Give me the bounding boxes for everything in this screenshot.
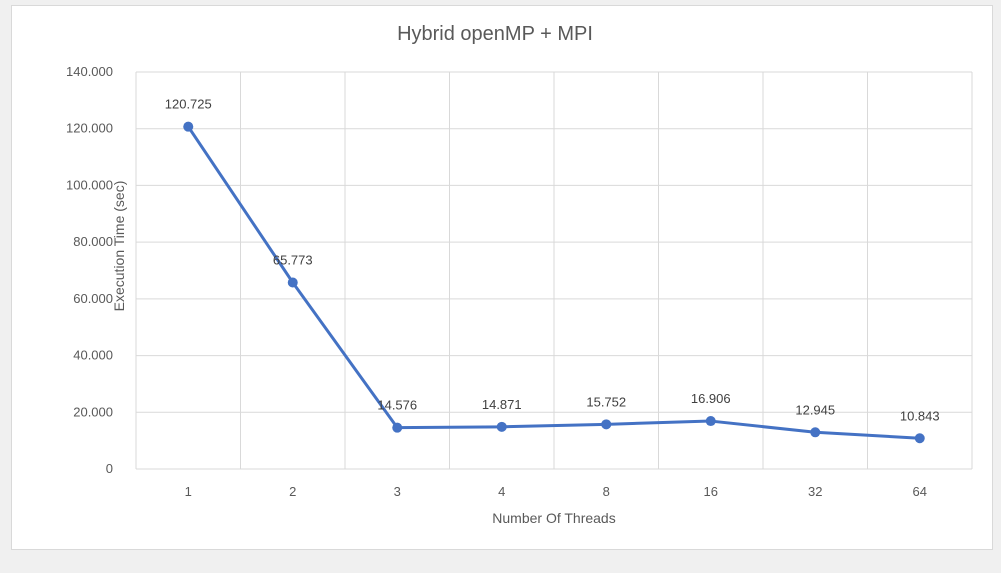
chart-area bbox=[11, 5, 993, 550]
x-tick-label: 64 bbox=[913, 484, 927, 499]
y-tick-label: 120.000 bbox=[66, 121, 113, 136]
y-tick-label: 60.000 bbox=[73, 291, 113, 306]
data-label: 65.773 bbox=[273, 252, 313, 267]
gridlines bbox=[135, 71, 973, 470]
data-label: 15.752 bbox=[586, 394, 626, 409]
data-label: 10.843 bbox=[900, 408, 940, 423]
data-point bbox=[705, 416, 716, 427]
x-tick-label: 32 bbox=[808, 484, 822, 499]
x-axis-ticks: 1 2 3 4 8 16 32 64 bbox=[185, 484, 927, 499]
x-tick-label: 3 bbox=[394, 484, 401, 499]
data-point bbox=[183, 121, 194, 132]
x-tick-label: 4 bbox=[498, 484, 505, 499]
y-tick-label: 140.000 bbox=[66, 64, 113, 79]
data-label: 14.871 bbox=[482, 397, 522, 412]
x-tick-label: 1 bbox=[185, 484, 192, 499]
data-label: 12.945 bbox=[795, 402, 835, 417]
data-label: 120.725 bbox=[165, 97, 212, 112]
data-point bbox=[914, 433, 925, 444]
x-tick-label: 8 bbox=[603, 484, 610, 499]
series-line bbox=[183, 121, 925, 444]
chart-title: Hybrid openMP + MPI bbox=[397, 23, 593, 45]
x-tick-label: 16 bbox=[704, 484, 718, 499]
y-tick-label: 20.000 bbox=[73, 404, 113, 419]
data-label: 14.576 bbox=[377, 398, 417, 413]
data-point bbox=[601, 419, 612, 430]
data-point bbox=[392, 422, 403, 433]
y-tick-label: 100.000 bbox=[66, 177, 113, 192]
x-axis-title: Number Of Threads bbox=[492, 510, 615, 526]
y-tick-label: 0 bbox=[106, 461, 113, 476]
x-tick-label: 2 bbox=[289, 484, 296, 499]
y-tick-label: 40.000 bbox=[73, 348, 113, 363]
data-label: 16.906 bbox=[691, 391, 731, 406]
data-point bbox=[810, 427, 821, 438]
data-point bbox=[287, 277, 298, 288]
y-axis-ticks: 0 20.000 40.000 60.000 80.000 100.000 120.000 1… bbox=[66, 64, 113, 476]
y-axis-title: Execution Time (sec) bbox=[111, 181, 127, 312]
y-tick-label: 80.000 bbox=[73, 234, 113, 249]
series-polyline bbox=[187, 125, 920, 440]
data-point bbox=[496, 421, 507, 432]
data-labels: 120.725 65.773 14.576 14.871 15.752 16.906 12.… bbox=[165, 97, 940, 424]
